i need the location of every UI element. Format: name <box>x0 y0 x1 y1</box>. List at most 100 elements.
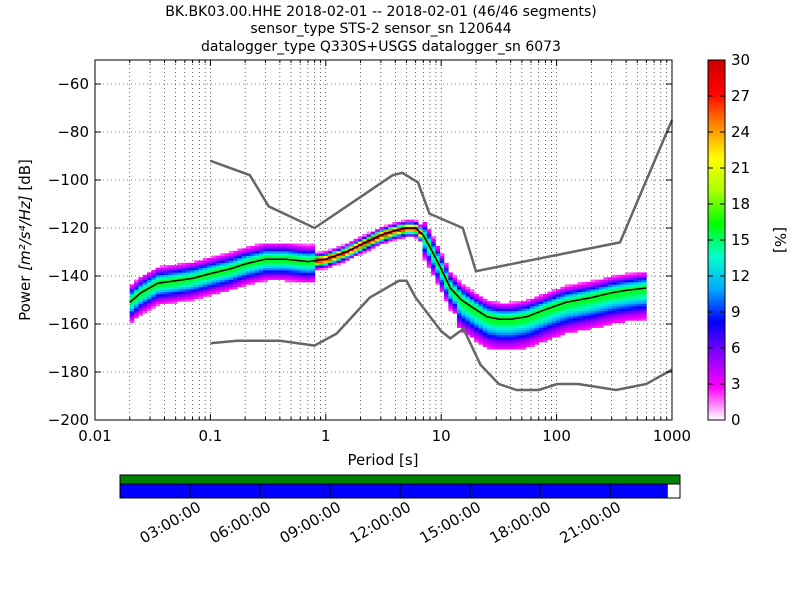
heatmap-cell <box>530 327 535 331</box>
heatmap-cell <box>431 262 436 266</box>
heatmap-cell <box>155 277 161 280</box>
heatmap-cell <box>620 294 626 297</box>
heatmap-cell <box>599 291 604 295</box>
heatmap-cell <box>267 253 273 256</box>
heatmap-cell <box>340 243 346 247</box>
heatmap-cell <box>508 327 514 331</box>
heatmap-cell <box>465 301 471 304</box>
heatmap-cell <box>190 294 195 297</box>
heatmap-cell <box>478 303 484 307</box>
heatmap-cell <box>573 310 578 314</box>
heatmap-cell <box>568 322 574 326</box>
heatmap-cell <box>323 255 329 259</box>
heatmap-cell <box>586 313 591 316</box>
heatmap-cell <box>332 255 337 259</box>
heatmap-cell <box>611 289 617 292</box>
heatmap-cell <box>474 325 479 328</box>
heatmap-cell <box>538 308 544 312</box>
heatmap-cell <box>568 315 574 319</box>
heatmap-cell <box>568 294 574 297</box>
heatmap-cell <box>590 282 596 285</box>
heatmap-cell <box>594 320 600 324</box>
heatmap-cell <box>594 279 600 283</box>
heatmap-cell <box>573 315 578 319</box>
heatmap-cell <box>207 282 212 285</box>
heatmap-cell <box>129 301 135 304</box>
heatmap-cell <box>211 291 217 295</box>
heatmap-cell <box>521 320 527 324</box>
heatmap-cell <box>181 294 187 297</box>
heatmap-cell <box>258 277 264 280</box>
heatmap-cell <box>289 274 294 278</box>
heatmap-cell <box>456 298 462 302</box>
heatmap-cell <box>306 250 311 254</box>
heatmap-cell <box>301 243 307 247</box>
heatmap-cell <box>177 291 182 295</box>
heatmap-cell <box>603 306 608 309</box>
heatmap-cell <box>491 346 497 350</box>
heatmap-cell <box>487 327 492 331</box>
heatmap-cell <box>448 301 453 304</box>
heatmap-cell <box>194 289 199 292</box>
heatmap-cell <box>276 262 281 266</box>
heatmap-cell <box>431 246 436 249</box>
heatmap-cell <box>267 270 273 273</box>
heatmap-cell <box>461 322 466 326</box>
heatmap-cell <box>241 260 247 264</box>
heatmap-cell <box>224 279 230 283</box>
heatmap-cell <box>258 265 264 268</box>
heatmap-cell <box>237 260 242 264</box>
heatmap-cell <box>530 344 535 348</box>
heatmap-cell <box>551 320 557 324</box>
heatmap-cell <box>314 260 320 264</box>
heatmap-cell <box>224 260 230 264</box>
heatmap-cell <box>241 248 247 252</box>
heatmap-cell <box>534 332 540 336</box>
heatmap-cell <box>538 303 544 307</box>
heatmap-cell <box>573 301 578 304</box>
heatmap-cell <box>482 337 488 340</box>
heatmap-cell <box>168 270 174 273</box>
heatmap-cell <box>456 294 462 297</box>
heatmap-cell <box>159 284 165 288</box>
heatmap-cell <box>327 258 333 261</box>
heatmap-cell <box>500 327 505 331</box>
heatmap-cell <box>155 301 161 304</box>
heatmap-cell <box>543 313 548 316</box>
heatmap-cell <box>297 279 303 283</box>
heatmap-cell <box>340 258 346 261</box>
heatmap-cell <box>590 284 596 288</box>
heatmap-cell <box>181 277 187 280</box>
heatmap-cell <box>293 246 298 249</box>
heatmap-cell <box>568 301 574 304</box>
heatmap-cell <box>237 248 242 252</box>
heatmap-cell <box>564 320 570 324</box>
heatmap-cell <box>306 270 311 273</box>
heatmap-cell <box>629 318 634 321</box>
heatmap-cell <box>349 255 354 259</box>
heatmap-cell <box>512 303 518 307</box>
heatmap-cell <box>599 306 604 309</box>
heatmap-cell <box>202 262 208 266</box>
heatmap-cell <box>603 298 608 302</box>
heatmap-cell <box>426 246 432 249</box>
heatmap-cell <box>629 282 634 285</box>
heatmap-cell <box>194 294 199 297</box>
heatmap-cell <box>400 219 406 223</box>
heatmap-cell <box>560 330 565 333</box>
heatmap-cell <box>181 289 187 292</box>
heatmap-cell <box>349 253 354 256</box>
heatmap-cell <box>551 334 557 338</box>
heatmap-cell <box>134 308 139 312</box>
heatmap-cell <box>607 318 613 321</box>
heatmap-cell <box>547 332 552 336</box>
heatmap-cell <box>370 243 376 247</box>
heatmap-cell <box>577 320 583 324</box>
heatmap-cell <box>491 320 497 324</box>
heatmap-cell <box>422 229 428 232</box>
heatmap-cell <box>465 322 471 326</box>
x-tick-label: 1000 <box>653 427 691 445</box>
heatmap-cell <box>525 306 531 309</box>
heatmap-cell <box>607 303 613 307</box>
heatmap-cell <box>543 301 548 304</box>
